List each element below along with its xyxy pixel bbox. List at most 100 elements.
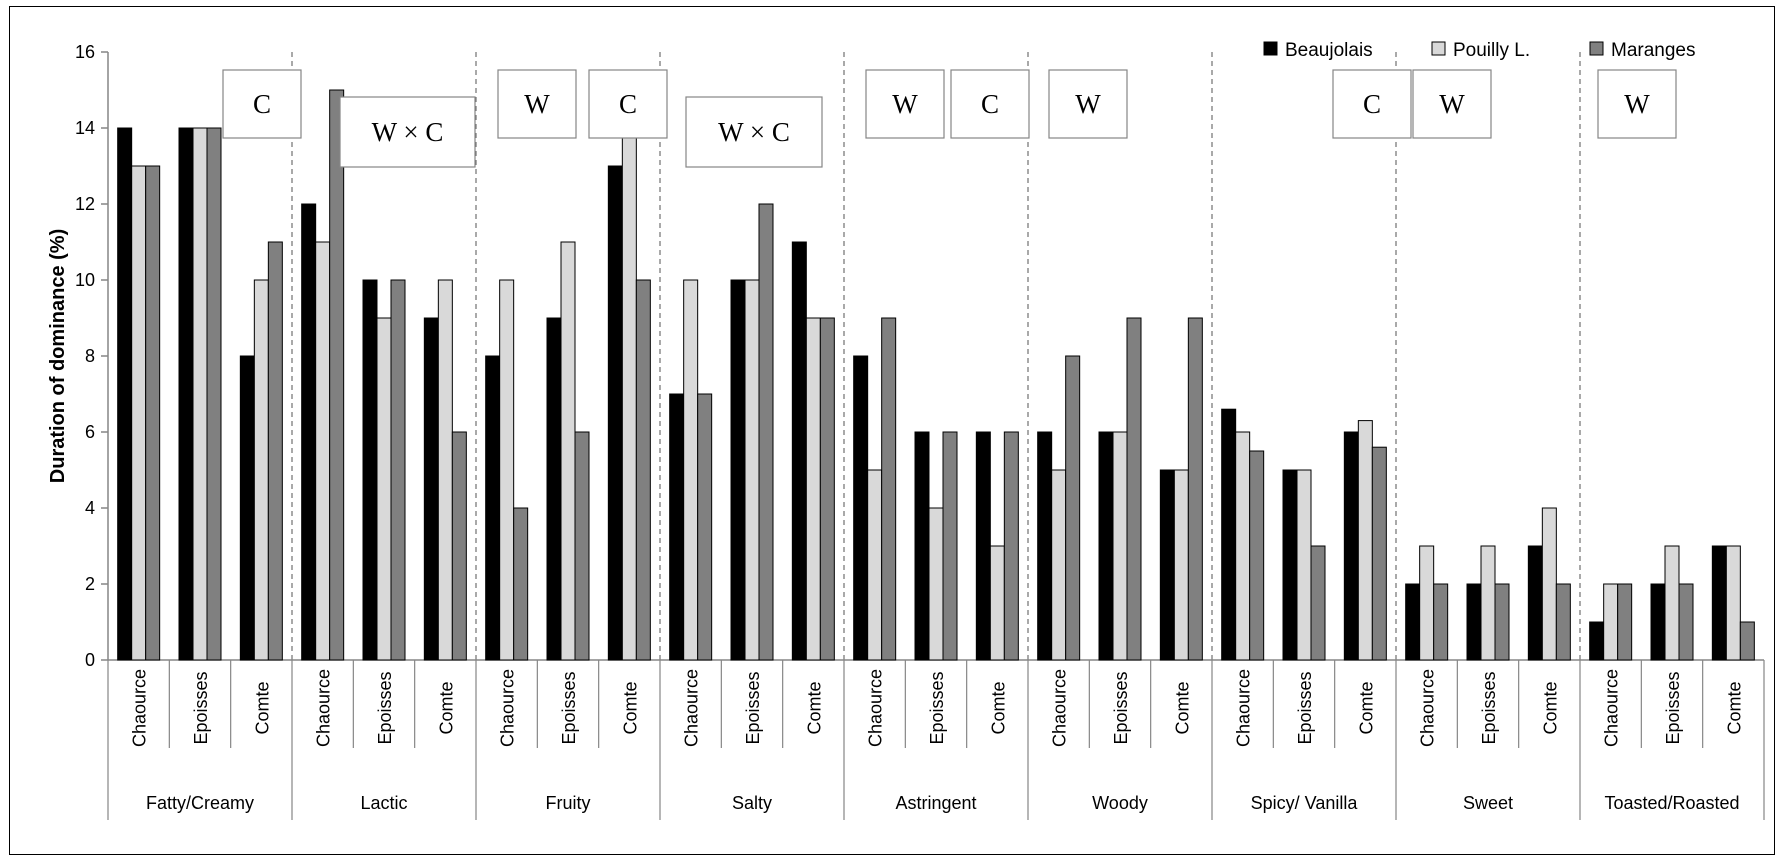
bar-pouilly-l xyxy=(1297,470,1311,660)
bar-beaujolais xyxy=(976,432,990,660)
bar-beaujolais xyxy=(1528,546,1542,660)
legend-label: Pouilly L. xyxy=(1453,40,1530,61)
category-label: Epoisses xyxy=(1295,671,1315,744)
bar-maranges xyxy=(514,508,528,660)
bar-pouilly-l xyxy=(1113,432,1127,660)
bar-maranges xyxy=(698,394,712,660)
group-label: Sweet xyxy=(1463,793,1513,813)
category-label: Comte xyxy=(620,681,640,734)
significance-label: W xyxy=(1624,89,1650,119)
bar-beaujolais xyxy=(486,356,500,660)
category-label: Chaource xyxy=(866,669,886,747)
bar-maranges xyxy=(882,318,896,660)
bar-beaujolais xyxy=(915,432,929,660)
group-label: Woody xyxy=(1092,793,1148,813)
category-label: Epoisses xyxy=(743,671,763,744)
bar-maranges xyxy=(820,318,834,660)
bar-beaujolais xyxy=(792,242,806,660)
bar-beaujolais xyxy=(1160,470,1174,660)
significance-label: W xyxy=(892,89,918,119)
bar-pouilly-l xyxy=(622,128,636,660)
significance-label: W × C xyxy=(372,117,444,147)
bar-beaujolais xyxy=(1222,409,1236,660)
bar-beaujolais xyxy=(1406,584,1420,660)
bar-pouilly-l xyxy=(438,280,452,660)
bar-maranges xyxy=(1127,318,1141,660)
significance-label: W xyxy=(1439,89,1465,119)
bar-pouilly-l xyxy=(1726,546,1740,660)
bar-pouilly-l xyxy=(1481,546,1495,660)
bar-maranges xyxy=(1556,584,1570,660)
bar-pouilly-l xyxy=(561,242,575,660)
bar-pouilly-l xyxy=(500,280,514,660)
bar-maranges xyxy=(759,204,773,660)
bar-beaujolais xyxy=(240,356,254,660)
bar-beaujolais xyxy=(1283,470,1297,660)
bar-beaujolais xyxy=(179,128,193,660)
significance-label: C xyxy=(253,89,271,119)
legend-label: Maranges xyxy=(1611,40,1696,61)
bar-beaujolais xyxy=(1712,546,1726,660)
category-label: Chaource xyxy=(1418,669,1438,747)
bar-beaujolais xyxy=(854,356,868,660)
category-label: Epoisses xyxy=(1663,671,1683,744)
bar-beaujolais xyxy=(670,394,684,660)
significance-label: W xyxy=(524,89,550,119)
legend-swatch xyxy=(1264,42,1277,55)
bar-beaujolais xyxy=(424,318,438,660)
category-label: Comte xyxy=(1724,681,1744,734)
group-label: Fruity xyxy=(546,793,591,813)
bar-pouilly-l xyxy=(377,318,391,660)
group-label: Fatty/Creamy xyxy=(146,793,254,813)
y-tick-label: 12 xyxy=(75,194,95,214)
group-label: Salty xyxy=(732,793,772,813)
significance-label: C xyxy=(619,89,637,119)
y-tick-label: 8 xyxy=(85,346,95,366)
bar-maranges xyxy=(146,166,160,660)
bar-pouilly-l xyxy=(1236,432,1250,660)
y-tick-label: 0 xyxy=(85,650,95,670)
bar-beaujolais xyxy=(1344,432,1358,660)
category-label: Chaource xyxy=(682,669,702,747)
category-label: Chaource xyxy=(314,669,334,747)
group-label: Astringent xyxy=(895,793,976,813)
category-label: Chaource xyxy=(498,669,518,747)
y-tick-label: 4 xyxy=(85,498,95,518)
y-axis-title: Duration of dominance (%) xyxy=(47,229,69,483)
bar-pouilly-l xyxy=(1604,584,1618,660)
y-tick-label: 10 xyxy=(75,270,95,290)
bar-pouilly-l xyxy=(1174,470,1188,660)
bar-pouilly-l xyxy=(684,280,698,660)
category-label: Chaource xyxy=(130,669,150,747)
bar-pouilly-l xyxy=(1665,546,1679,660)
category-label: Epoisses xyxy=(1479,671,1499,744)
bar-pouilly-l xyxy=(1052,470,1066,660)
bar-pouilly-l xyxy=(745,280,759,660)
bar-pouilly-l xyxy=(806,318,820,660)
category-label: Epoisses xyxy=(1111,671,1131,744)
significance-label: W xyxy=(1075,89,1101,119)
group-label: Toasted/Roasted xyxy=(1604,793,1739,813)
bar-maranges xyxy=(207,128,221,660)
y-tick-label: 6 xyxy=(85,422,95,442)
bar-maranges xyxy=(330,90,344,660)
bar-maranges xyxy=(1188,318,1202,660)
legend-swatch xyxy=(1432,42,1445,55)
bar-maranges xyxy=(391,280,405,660)
significance-label: C xyxy=(981,89,999,119)
bar-maranges xyxy=(1679,584,1693,660)
bar-maranges xyxy=(1434,584,1448,660)
bar-beaujolais xyxy=(547,318,561,660)
bar-beaujolais xyxy=(608,166,622,660)
bar-maranges xyxy=(1618,584,1632,660)
bar-maranges xyxy=(575,432,589,660)
category-label: Epoisses xyxy=(559,671,579,744)
bar-maranges xyxy=(1740,622,1754,660)
bar-beaujolais xyxy=(1651,584,1665,660)
bar-beaujolais xyxy=(118,128,132,660)
category-label: Comte xyxy=(804,681,824,734)
bar-beaujolais xyxy=(1099,432,1113,660)
bar-pouilly-l xyxy=(132,166,146,660)
bar-maranges xyxy=(1066,356,1080,660)
